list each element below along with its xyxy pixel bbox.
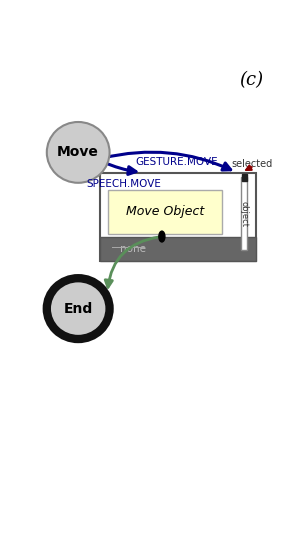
FancyBboxPatch shape — [100, 173, 256, 261]
Text: End: End — [64, 302, 93, 315]
Circle shape — [159, 231, 165, 242]
Text: Move Object: Move Object — [126, 205, 205, 218]
Text: SPEECH.MOVE: SPEECH.MOVE — [86, 179, 161, 189]
Text: selected: selected — [232, 159, 273, 169]
Text: GESTURE.MOVE: GESTURE.MOVE — [136, 157, 218, 167]
Ellipse shape — [47, 278, 110, 339]
FancyBboxPatch shape — [100, 236, 256, 261]
Text: object: object — [240, 201, 249, 227]
FancyBboxPatch shape — [242, 174, 247, 181]
Text: Move: Move — [57, 146, 99, 160]
Text: none: none — [120, 244, 146, 254]
FancyBboxPatch shape — [108, 190, 222, 234]
Ellipse shape — [47, 122, 110, 183]
Text: (c): (c) — [239, 71, 263, 89]
FancyBboxPatch shape — [241, 177, 247, 250]
